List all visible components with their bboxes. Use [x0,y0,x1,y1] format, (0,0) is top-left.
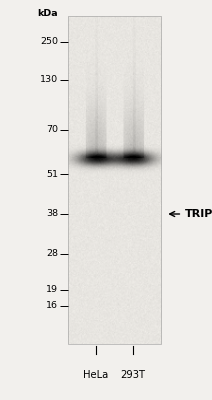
Text: kDa: kDa [38,9,58,18]
Text: 70: 70 [46,126,58,134]
Text: 293T: 293T [121,370,146,380]
Text: 250: 250 [40,38,58,46]
Text: 16: 16 [46,302,58,310]
Text: 19: 19 [46,286,58,294]
Bar [68,16,161,344]
Bar [68,16,161,344]
Text: 28: 28 [46,250,58,258]
Text: HeLa: HeLa [83,370,109,380]
Text: 130: 130 [40,76,58,84]
Text: 38: 38 [46,210,58,218]
Text: 51: 51 [46,170,58,178]
Text: TRIP6: TRIP6 [184,209,212,219]
